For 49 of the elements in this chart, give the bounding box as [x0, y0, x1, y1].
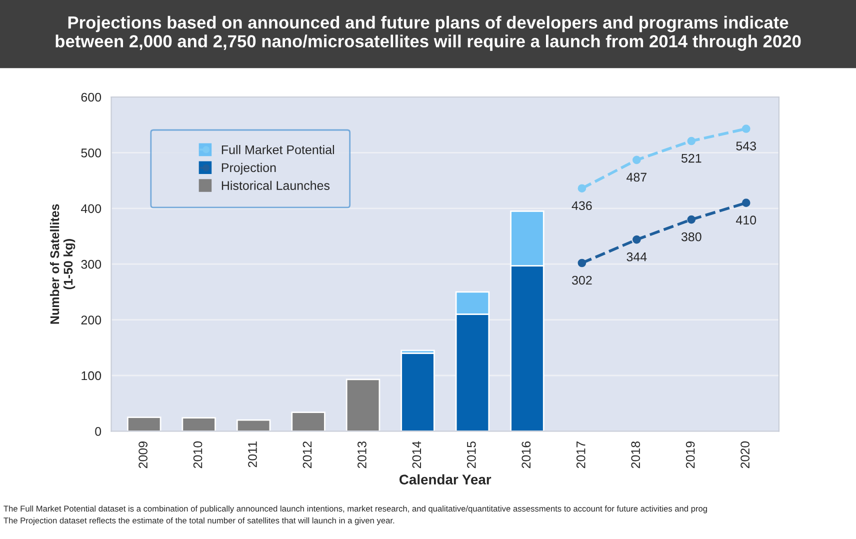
bar: [291, 412, 326, 432]
chart-title: Projections based on announced and future plans of developers and programs indicate between 2,000 and 2,750 nano/microsatellites will require a launch from 2014 through 2020: [56, 16, 801, 51]
y-axis-title: Number of Satellites (1-50 kg): [50, 204, 76, 324]
legend-label: Historical Launches: [222, 180, 330, 190]
point: [742, 198, 750, 208]
x-tick-label: 2011: [248, 442, 257, 468]
bar: [182, 417, 216, 432]
x-tick-label: 2012: [302, 442, 312, 468]
point: [632, 235, 641, 244]
point: [578, 184, 586, 193]
x-tick-label: 2010: [193, 441, 202, 468]
x-tick-label: 2009: [138, 442, 148, 468]
bar: [400, 352, 435, 432]
data-label: 543: [736, 142, 756, 150]
bar: [127, 416, 162, 432]
x-tick-label: 2014: [412, 441, 422, 468]
x-tick-label: 2015: [466, 441, 476, 468]
y-tick-label: 600: [81, 92, 102, 102]
x-axis-title: Calendar Year: [399, 474, 492, 484]
x-tick-label: 2013: [358, 441, 366, 468]
x-tick-label: 2018: [631, 441, 640, 468]
y-tick-label: 100: [82, 371, 102, 380]
bar: [346, 378, 380, 432]
text: The Full Market Potential dataset is a combination of publically announced launch intentions, market research, and qualitative/quantitative assessments to account for future activities and prog: [4, 505, 707, 514]
y-tick-label: 500: [81, 148, 102, 158]
point: [687, 215, 696, 224]
text: The Projection dataset reflects the estimate of the total number of satellites that will launch in a given year.: [4, 517, 394, 526]
data-label: 410: [736, 216, 756, 225]
bar: [236, 419, 271, 432]
data-label: 302: [572, 276, 592, 285]
point: [632, 156, 641, 164]
x-tick-label: 2016: [522, 441, 531, 468]
point: [578, 258, 586, 268]
data-label: 380: [681, 232, 702, 242]
point: [742, 124, 750, 133]
legend-label: Projection: [222, 162, 276, 175]
x-tick-label: 2017: [576, 442, 586, 468]
data-label: 487: [626, 172, 646, 182]
point: [687, 136, 696, 146]
y-tick-label: 300: [81, 260, 102, 269]
data-label: 344: [626, 252, 647, 262]
data-label: 521: [681, 154, 702, 163]
legend-label: Full Market Potential: [222, 145, 334, 154]
y-tick-label: 0: [95, 427, 102, 436]
y-tick-label: 400: [80, 204, 102, 214]
data-label: 436: [572, 201, 592, 210]
x-tick-label: 2019: [686, 442, 695, 468]
y-tick-label: 200: [81, 316, 102, 324]
x-tick-label: 2020: [740, 441, 750, 468]
